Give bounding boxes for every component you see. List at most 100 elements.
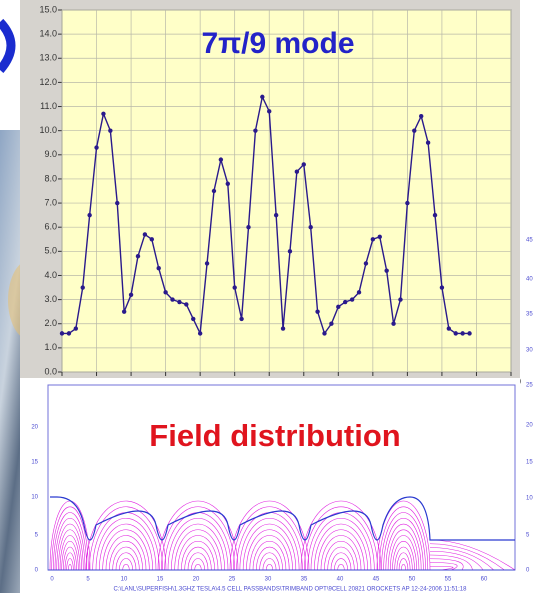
field-line — [429, 565, 454, 571]
y-tick-label: 11.0 — [40, 101, 57, 111]
field-line — [265, 563, 274, 571]
right-tick-label: 10 — [526, 496, 533, 502]
field-line — [105, 535, 147, 571]
x-tick-label: 10 — [121, 577, 128, 583]
data-point — [301, 162, 306, 167]
data-point — [149, 237, 154, 242]
field-line — [383, 517, 424, 571]
data-point — [343, 299, 348, 305]
left-tick-label: 0 — [35, 568, 39, 574]
data-point — [191, 316, 196, 322]
data-point — [425, 140, 431, 145]
right-tick-label: 20 — [526, 423, 533, 429]
x-tick-label: 15 — [157, 577, 164, 583]
right-tick-label: 15 — [526, 460, 533, 466]
field-line — [324, 541, 358, 571]
data-point — [267, 109, 272, 114]
field-line — [429, 547, 494, 571]
y-tick-label: 9.0 — [44, 149, 57, 159]
x-tick-label: 0 — [50, 577, 54, 583]
right-tick-label: 5 — [526, 533, 530, 539]
y-tick-label: 14.0 — [39, 29, 57, 39]
field-line — [252, 541, 287, 571]
data-point — [349, 297, 355, 302]
title-fragment — [0, 18, 16, 73]
y-tick-label: 7.0 — [44, 197, 57, 207]
cavity-outline — [50, 496, 515, 541]
x-tick-label: 35 — [301, 577, 308, 583]
field-title: Field distribution — [149, 418, 400, 453]
y-tick-label: 5.0 — [44, 246, 57, 256]
data-point — [87, 212, 92, 218]
data-point — [239, 316, 244, 322]
right-tick-label: 40 — [526, 277, 533, 283]
data-point — [287, 249, 293, 254]
data-point — [197, 331, 203, 336]
data-point — [232, 285, 237, 290]
data-point — [101, 111, 106, 116]
data-point — [412, 128, 417, 133]
data-point — [460, 331, 465, 336]
field-line — [66, 558, 74, 571]
data-point — [211, 188, 217, 194]
data-point — [204, 261, 210, 266]
field-line — [376, 500, 431, 571]
right-tick-label: 0 — [526, 568, 530, 574]
field-line — [51, 506, 89, 571]
field-line — [337, 564, 345, 571]
y-tick-label: 3.0 — [44, 294, 57, 304]
data-point — [66, 331, 72, 336]
data-point — [80, 285, 85, 290]
field-line — [167, 517, 229, 571]
data-point — [391, 321, 396, 326]
footer-path: C:\LANL\SUPERFISH\1.3GHZ TESLA\4.5 CELL … — [114, 587, 468, 593]
field-line — [161, 506, 235, 571]
field-line — [256, 546, 283, 571]
data-point — [135, 253, 141, 259]
field-line — [119, 558, 133, 571]
x-tick-label: 50 — [409, 577, 416, 583]
field-line — [187, 552, 209, 571]
field-line — [249, 535, 290, 571]
data-point — [377, 234, 382, 240]
data-point — [170, 297, 175, 302]
data-point — [142, 232, 148, 237]
plot-area — [61, 9, 512, 373]
field-line — [115, 552, 137, 571]
field-line — [429, 554, 473, 571]
field-line — [174, 529, 222, 571]
field-line — [89, 506, 163, 571]
data-point — [260, 94, 265, 100]
y-tick-label: 10.0 — [39, 125, 57, 135]
field-line — [320, 535, 362, 571]
field-line — [181, 541, 215, 571]
field-line — [95, 517, 157, 571]
field-line — [314, 523, 368, 571]
y-tick-label: 4.0 — [44, 270, 57, 280]
field-line — [184, 546, 212, 571]
field-line — [171, 523, 225, 571]
data-point — [398, 297, 403, 302]
right-tick-label: 45 — [526, 238, 533, 244]
field-line — [63, 546, 77, 571]
field-line — [429, 562, 458, 571]
field-line — [239, 517, 300, 571]
data-point — [453, 331, 458, 336]
y-tick-label: 2.0 — [44, 318, 57, 328]
data-point — [315, 309, 320, 314]
data-point — [308, 225, 313, 230]
field-line — [194, 564, 202, 571]
field-line — [310, 517, 372, 571]
x-tick-label: 45 — [373, 577, 380, 583]
data-point — [218, 157, 224, 162]
field-panel — [20, 378, 520, 593]
data-point — [363, 261, 369, 266]
field-line — [304, 506, 378, 571]
field-line — [64, 552, 76, 571]
data-point — [294, 169, 300, 174]
field-line — [262, 558, 277, 571]
data-line — [62, 94, 470, 336]
field-line — [242, 523, 297, 571]
data-point — [356, 290, 362, 295]
